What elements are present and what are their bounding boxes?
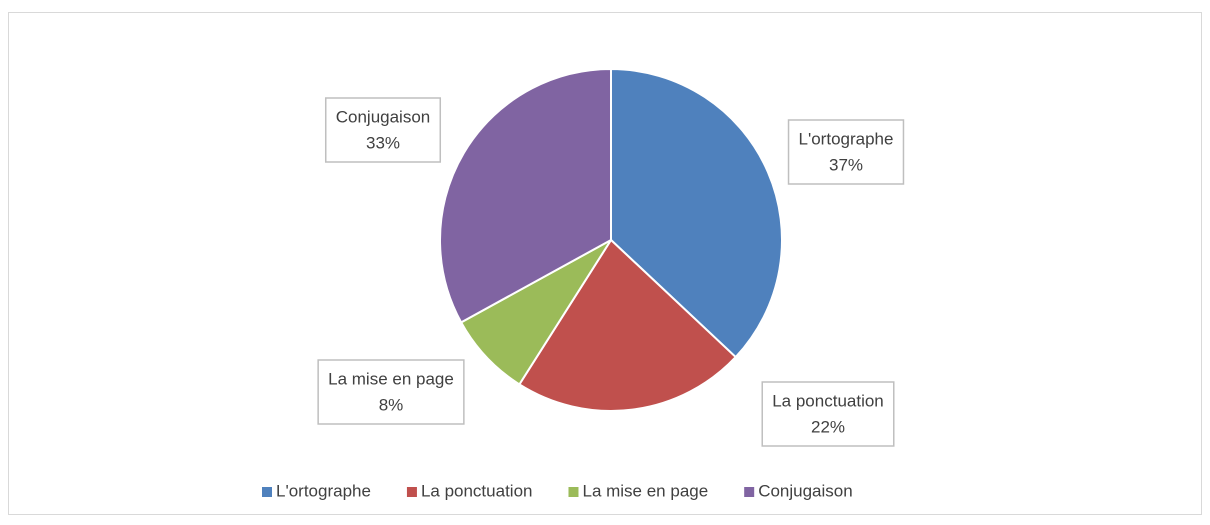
data-label-value: 37% [829,155,863,174]
data-label-category: La ponctuation [772,391,884,410]
legend-label: L'ortographe [276,481,371,500]
legend-label: Conjugaison [758,481,853,500]
legend-swatch [262,487,272,497]
legend-swatch [406,487,417,497]
data-label-box [761,381,895,447]
data-label-category: L'ortographe [799,129,894,148]
pie-slice [517,238,738,412]
legend-swatch [568,487,579,497]
data-label-value: 22% [811,417,845,436]
data-label-box [317,359,465,425]
data-label: La ponctuation 22% [761,381,895,447]
data-label: La mise en page 8% [317,359,465,425]
legend-swatch [744,487,755,497]
data-label-box [324,97,442,163]
data-label-box [787,119,905,185]
data-label-category: La mise en page [328,369,454,388]
legend-label: La ponctuation [421,481,533,500]
data-label-category: Conjugaison [336,107,431,126]
data-label: L'ortographe 37% [787,119,905,185]
data-label: Conjugaison 33% [324,97,442,163]
pie-slice [610,67,784,359]
pie-slice [439,67,612,324]
data-label-value: 33% [366,133,400,152]
data-label-value: 8% [379,395,404,414]
legend-label: La mise en page [582,481,708,500]
